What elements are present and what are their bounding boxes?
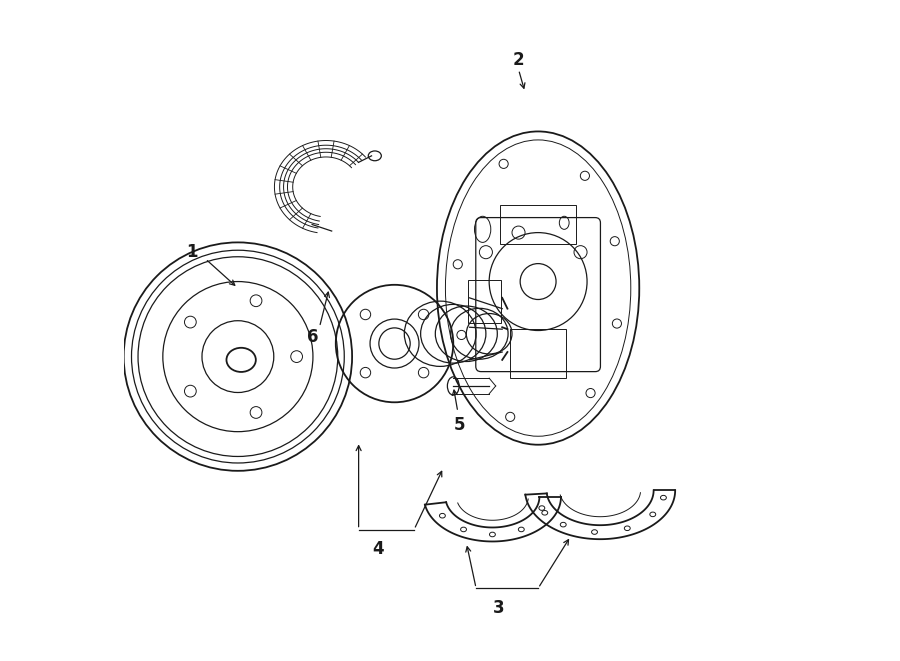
Text: 5: 5 xyxy=(454,416,465,434)
Text: 4: 4 xyxy=(373,540,384,558)
Text: 2: 2 xyxy=(513,51,525,69)
Text: 1: 1 xyxy=(186,243,198,261)
Text: 3: 3 xyxy=(493,599,505,617)
Text: 6: 6 xyxy=(307,328,319,346)
